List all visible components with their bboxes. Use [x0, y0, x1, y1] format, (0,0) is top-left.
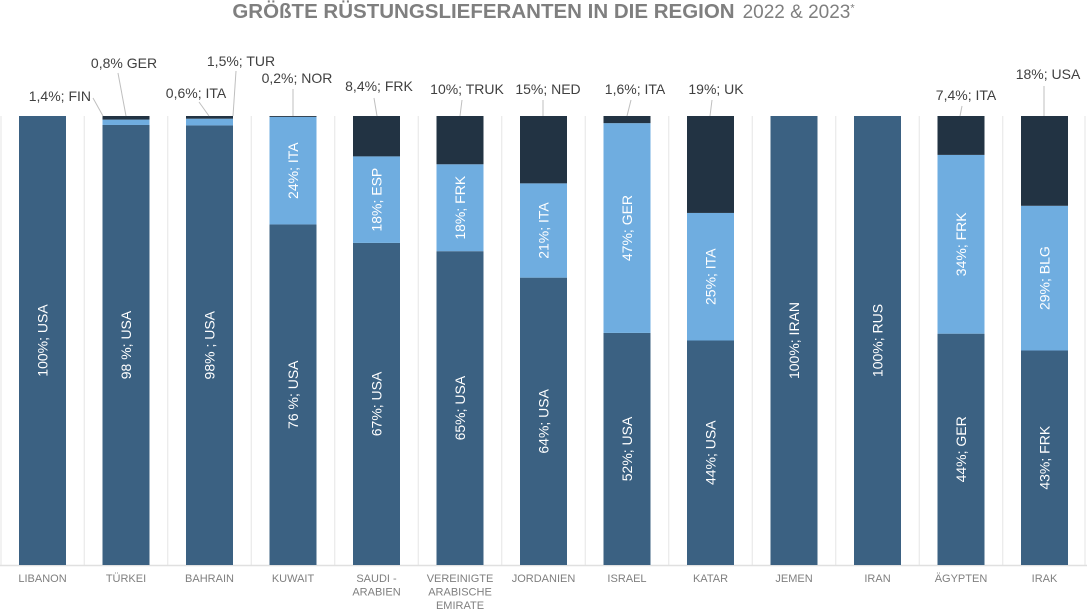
leader-line	[709, 99, 713, 117]
bar-segment	[186, 118, 233, 126]
bar-segment	[353, 242, 400, 565]
data-label: 25%; ITA	[703, 248, 719, 305]
data-label: 64%; USA	[536, 388, 552, 453]
leader-line	[198, 101, 210, 117]
category-label: KUWAIT	[272, 573, 315, 585]
bar-segment	[937, 116, 985, 155]
external-data-label: 0,6%; ITA	[166, 85, 227, 101]
data-label: 98% ; USA	[202, 310, 218, 379]
external-data-label: 1,6%; ITA	[605, 81, 666, 97]
external-data-label: 10%; TRUK	[430, 81, 504, 97]
bar-segment	[937, 333, 985, 565]
bar-segment	[520, 116, 567, 184]
bar-segment	[353, 156, 400, 243]
data-label: 52%; USA	[619, 416, 635, 481]
leader-line	[626, 99, 632, 117]
bar-segment	[603, 123, 651, 333]
bar-segment	[687, 212, 734, 341]
category-label: JEMEN	[775, 573, 812, 585]
category-label: JORDANIEN	[512, 573, 576, 585]
bar-segment	[937, 154, 985, 334]
bar-segment	[269, 224, 317, 566]
data-label: 47%; GER	[619, 195, 635, 261]
bar-segment	[19, 116, 66, 565]
category-label: ARABISCHE	[428, 587, 492, 599]
category-label: SAUDI -	[356, 573, 397, 585]
bar-segment	[436, 116, 484, 165]
data-label: 18%; FRK	[452, 175, 468, 239]
external-data-label: 7,4%; ITA	[936, 87, 997, 103]
category-label: KATAR	[693, 573, 728, 585]
bar-segment	[1021, 350, 1068, 565]
data-label: 44%; GER	[953, 416, 969, 482]
bar-segment	[520, 277, 567, 565]
data-label: 67%; USA	[369, 371, 385, 436]
leader-line	[232, 70, 237, 117]
chart-title-years: 2022 & 2023	[742, 2, 851, 23]
bar-segment	[687, 116, 734, 213]
bar-segment	[1021, 205, 1068, 351]
data-label: 100%; RUS	[870, 304, 886, 377]
bar-segment	[102, 119, 150, 125]
bar-segment	[1021, 116, 1068, 206]
leader-line	[459, 99, 463, 117]
bar-segment	[854, 116, 901, 565]
bar-segment	[102, 116, 150, 120]
chart-title: GRÖßTE RÜSTUNGSLIEFERANTEN IN DIE REGION…	[0, 0, 1087, 24]
category-label: IRAN	[864, 573, 890, 585]
data-label: 44%; USA	[703, 420, 719, 485]
bar-segment	[770, 116, 818, 565]
data-label: 43%; FRK	[1037, 425, 1053, 489]
external-data-label: 1,5%; TUR	[207, 53, 275, 69]
bar-segment	[102, 124, 150, 565]
data-label: 18%; ESP	[369, 168, 385, 232]
data-label: 21%; ITA	[536, 202, 552, 259]
data-label: 100%; IRAN	[786, 302, 802, 379]
category-label: ISRAEL	[607, 573, 646, 585]
bar-segment	[186, 116, 233, 119]
category-label: BAHRAIN	[185, 573, 234, 585]
category-label: IRAK	[1032, 573, 1058, 585]
bar-segment	[436, 251, 484, 565]
chart-title-main: GRÖßTE RÜSTUNGSLIEFERANTEN IN DIE REGION	[232, 0, 735, 23]
external-data-label: 0,2%; NOR	[262, 70, 333, 86]
leader-line	[117, 72, 127, 117]
data-label: 34%; FRK	[953, 212, 969, 276]
data-label: 29%; BLG	[1037, 246, 1053, 310]
bar-segment	[603, 332, 651, 565]
category-label: EMIRATE	[436, 600, 484, 612]
external-data-label: 15%; NED	[515, 81, 580, 97]
external-data-label: 18%; USA	[1016, 66, 1081, 82]
external-data-label: 8,4%; FRK	[345, 78, 413, 94]
data-label: 100%; USA	[35, 304, 51, 377]
footnote-mark: *	[850, 2, 855, 15]
external-data-label: 19%; UK	[688, 81, 744, 97]
external-data-label: 0,8% GER	[91, 55, 157, 71]
bar-segment	[436, 164, 484, 252]
data-label: 24%; ITA	[285, 142, 301, 199]
category-label: VEREINIGTE	[427, 573, 494, 585]
data-label: 76 %; USA	[285, 360, 301, 429]
bar-segment	[520, 183, 567, 278]
data-label: 98 %; USA	[118, 310, 134, 379]
leader-line	[373, 97, 378, 117]
bar-segment	[269, 116, 317, 225]
external-data-label: 1,4%; FIN	[29, 88, 91, 104]
bar-segment	[353, 116, 400, 157]
leader-line	[92, 97, 104, 117]
bar-segment	[186, 125, 233, 565]
leader-line	[959, 105, 963, 117]
category-label: ÄGYPTEN	[935, 573, 988, 585]
category-label: ARABIEN	[352, 587, 400, 599]
category-label: LIBANON	[18, 573, 66, 585]
data-label: 65%; USA	[452, 375, 468, 440]
bar-segment	[687, 340, 734, 565]
bar-segment	[269, 116, 317, 117]
category-label: TÜRKEI	[106, 573, 146, 585]
bar-segment	[603, 116, 651, 124]
